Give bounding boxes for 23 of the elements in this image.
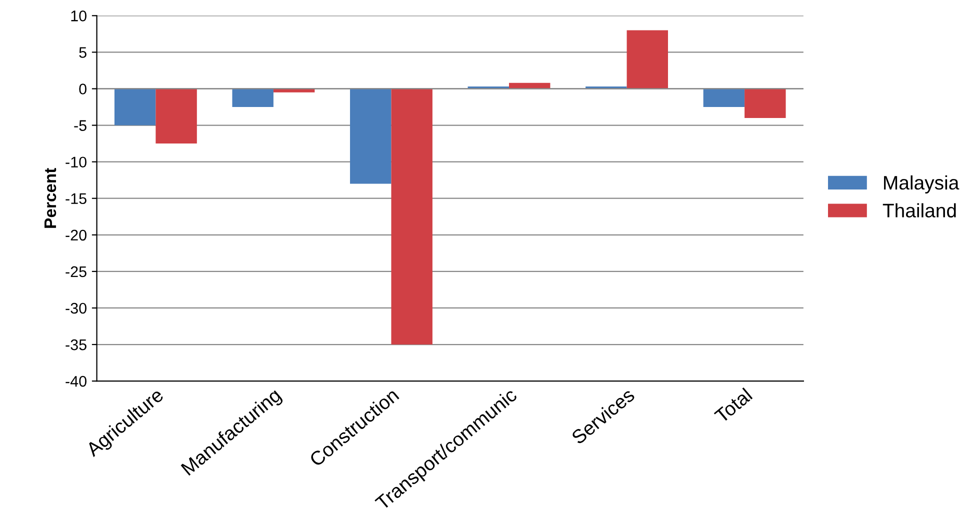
y-tick-label: 5	[79, 47, 86, 58]
bar	[744, 88, 786, 118]
legend-label: Thailand	[882, 203, 956, 218]
bar	[232, 88, 274, 108]
bar	[703, 88, 745, 108]
bar	[391, 88, 432, 345]
y-tick-label: -35	[66, 339, 86, 350]
bar	[114, 88, 156, 126]
y-tick-label: -40	[66, 376, 86, 387]
y-tick-label: -30	[66, 302, 86, 314]
bar	[156, 88, 197, 144]
y-tick-label: -25	[66, 266, 86, 278]
bar	[350, 88, 392, 184]
y-tick-label: -15	[66, 193, 86, 204]
y-tick-label: -10	[66, 156, 86, 168]
legend-label: Malaysia	[884, 175, 960, 194]
y-tick-label: -5	[74, 120, 86, 131]
bar	[626, 30, 668, 89]
y-tick-label: -20	[66, 230, 86, 241]
y-tick-label: 0	[79, 84, 86, 94]
y-axis-title: Percent	[44, 168, 56, 228]
y-tick-label: 10	[71, 10, 86, 22]
x-tick-label: Total	[713, 387, 753, 424]
